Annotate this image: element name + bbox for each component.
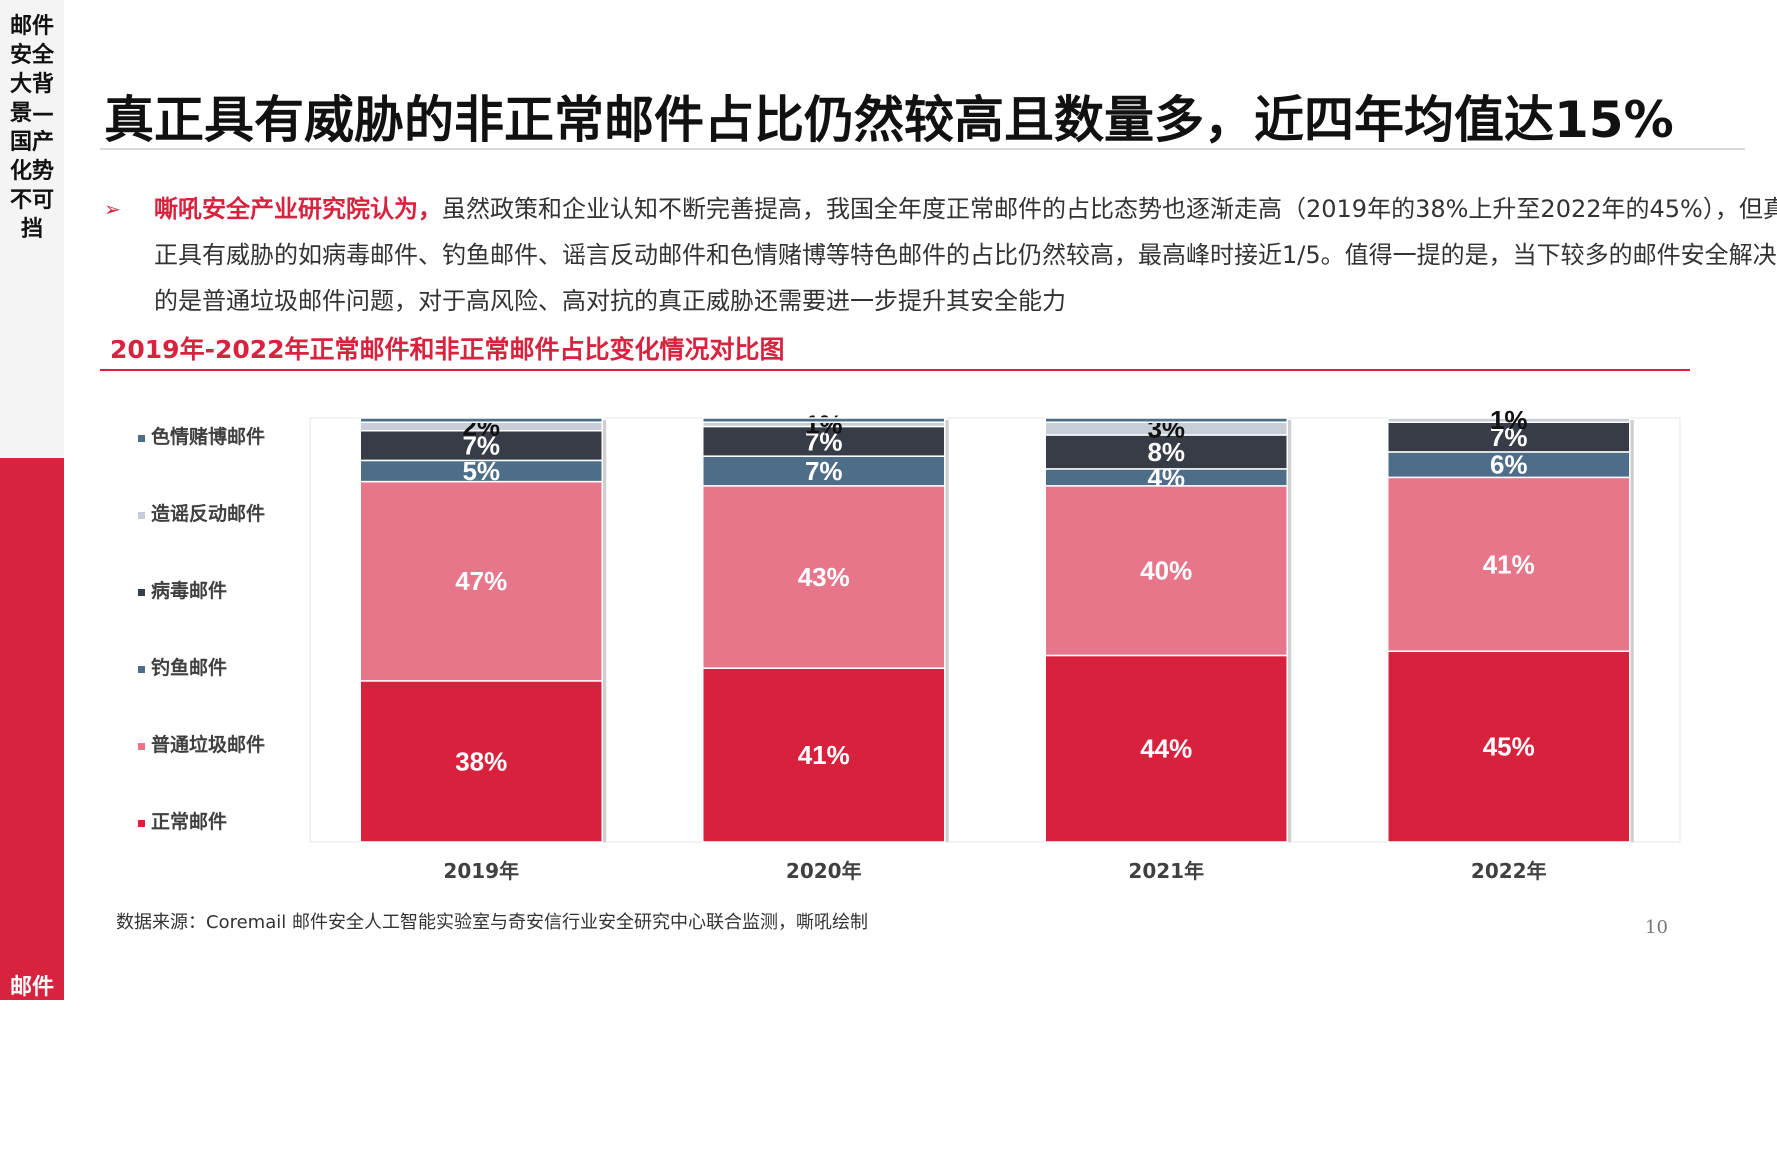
data-label: 45%	[1483, 732, 1535, 762]
bar-segment	[359, 480, 603, 682]
data-label: 6%	[1490, 450, 1528, 480]
legend-swatch	[138, 666, 145, 673]
legend-swatch	[138, 435, 145, 442]
sidebar-top: 邮件安全大背景—国产化势不可挡	[0, 0, 64, 458]
bar-segment	[1387, 650, 1631, 843]
bar-segment	[702, 667, 946, 843]
data-label: 1%	[805, 409, 843, 439]
bar-segment	[1044, 417, 1288, 423]
bullet-text: 嘶吼安全产业研究院认为，虽然政策和企业认知不断完善提高，我国全年度正常邮件的占比…	[154, 186, 1777, 324]
legend-label: 色情赌博邮件	[151, 425, 265, 448]
bar-segment	[1044, 485, 1288, 657]
legend-label: 正常邮件	[151, 810, 227, 833]
legend-label: 造谣反动邮件	[151, 502, 265, 525]
bar-segment	[1044, 654, 1288, 843]
chart-title: 2019年-2022年正常邮件和非正常邮件占比变化情况对比图	[110, 335, 785, 364]
bar-segment	[1387, 451, 1631, 479]
data-label: 7%	[1490, 422, 1528, 452]
data-label: 8%	[1147, 437, 1185, 467]
bullet-body: 虽然政策和企业认知不断完善提高，我国全年度正常邮件的占比态势也逐渐走高（2019…	[154, 195, 1777, 315]
bar-segment	[702, 417, 946, 423]
data-label: 41%	[798, 740, 850, 770]
bar-segment	[359, 429, 603, 462]
sidebar-bottom-text: 邮件安全大背景—安全主旋律	[9, 975, 54, 1174]
bar-segment	[359, 680, 603, 843]
x-tick-label: 2019年	[443, 859, 519, 883]
data-label: 44%	[1140, 734, 1192, 764]
legend-swatch	[138, 589, 145, 596]
x-tick-label: 2022年	[1471, 859, 1547, 883]
data-label: 43%	[798, 562, 850, 592]
legend-swatch	[138, 820, 145, 827]
sidebar-top-text: 邮件安全大背景—国产化势不可挡	[9, 14, 54, 242]
bar-segment	[1387, 476, 1631, 652]
data-label: 7%	[805, 426, 843, 456]
legend-label: 病毒邮件	[151, 579, 227, 602]
data-label: 7%	[462, 431, 500, 461]
data-label: 41%	[1483, 549, 1535, 579]
legend-swatch	[138, 743, 145, 750]
page-title: 真正具有威胁的非正常邮件占比仍然较高且数量多，近四年均值达15%	[104, 91, 1674, 149]
chart-title-divider	[100, 369, 1690, 371]
bar-segment	[1387, 417, 1631, 423]
data-label: 7%	[805, 456, 843, 486]
bullet-highlight: 嘶吼安全产业研究院认为，	[154, 195, 442, 223]
data-label: 38%	[455, 746, 507, 776]
title-divider	[100, 148, 1745, 150]
x-tick-label: 2020年	[786, 859, 862, 883]
legend-label: 钓鱼邮件	[151, 656, 227, 679]
stacked-bar-chart: 38%47%5%7%2%2019年41%43%7%7%1%2020年44%40%…	[138, 405, 1681, 883]
data-label: 47%	[455, 566, 507, 596]
page-number: 10	[1645, 917, 1668, 938]
arrow-bullet-icon: ➢	[104, 197, 121, 221]
source-note: 数据来源：Coremail 邮件安全人工智能实验室与奇安信行业安全研究中心联合监…	[116, 912, 868, 933]
data-label: 2%	[462, 411, 500, 441]
x-tick-label: 2021年	[1128, 859, 1204, 883]
data-label: 1%	[1490, 405, 1528, 435]
bar-segment	[359, 417, 603, 423]
data-label: 40%	[1140, 556, 1192, 586]
legend-swatch	[138, 512, 145, 519]
legend-label: 普通垃圾邮件	[151, 733, 265, 756]
bar-segment	[702, 455, 946, 487]
bar-segment	[702, 485, 946, 669]
